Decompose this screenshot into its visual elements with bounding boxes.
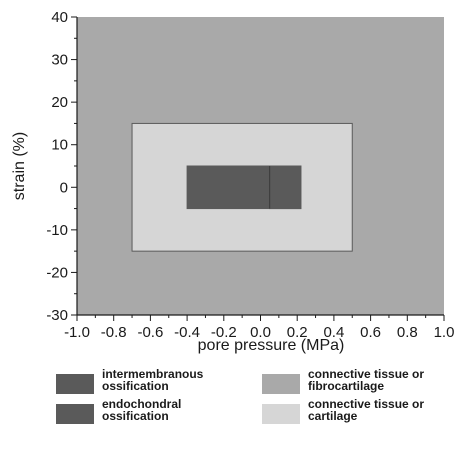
y-axis-title: strain (%) [11,132,28,200]
x-tick-label: 0.0 [250,324,271,341]
legend-label-intermembranous: intermembranous ossification [102,367,204,393]
legend-swatch-cartilage [262,404,300,424]
y-tick-label: 20 [51,94,68,111]
x-tick-label: -0.6 [137,324,163,341]
y-tick-label: -10 [46,222,68,239]
legend-label-endochondral: endochondral ossification [102,397,182,423]
y-tick-label: -30 [46,307,68,324]
x-tick-label: -1.0 [64,324,90,341]
y-tick-label: 10 [51,137,68,154]
legend-swatch-intermembranous [56,374,94,394]
x-tick-label: -0.2 [211,324,237,341]
x-tick-label: -0.8 [101,324,127,341]
y-tick-label: 0 [60,179,68,196]
legend-item-intermembranous: intermembranous ossification [56,368,252,394]
x-tick-label: 0.6 [360,324,381,341]
x-axis-title: pore pressure (MPa) [198,337,345,354]
x-tick-label: 1.0 [434,324,455,341]
x-tick-label: 0.2 [287,324,308,341]
legend-swatch-fibrocartilage [262,374,300,394]
legend-item-fibrocartilage: connective tissue or fibrocartilage [262,368,458,394]
x-tick-label: 0.4 [323,324,344,341]
legend-item-cartilage: connective tissue or cartilage [262,398,458,424]
chart: -1.0 -0.8 -0.6 -0.4 -0.2 0.0 0.2 0.4 0.6 0.8 1.0 -3… [11,9,454,354]
legend: intermembranous ossification endochondra… [0,364,467,459]
region-endochondral-ossification [269,165,302,210]
legend-swatch-endochondral [56,404,94,424]
legend-label-fibrocartilage: connective tissue or fibrocartilage [308,367,425,393]
x-tick-label: 0.8 [397,324,418,341]
y-tick-label: -20 [46,264,68,281]
regions-layer [77,17,444,315]
legend-label-cartilage: connective tissue or cartilage [308,397,425,423]
y-tick-label: 30 [51,52,68,69]
y-tick-label: 40 [51,9,68,26]
legend-item-endochondral: endochondral ossification [56,398,252,424]
ticks-layer: -1.0 -0.8 -0.6 -0.4 -0.2 0.0 0.2 0.4 0.6 0.8 1.0 -3… [46,9,454,341]
x-tick-label: -0.4 [174,324,200,341]
